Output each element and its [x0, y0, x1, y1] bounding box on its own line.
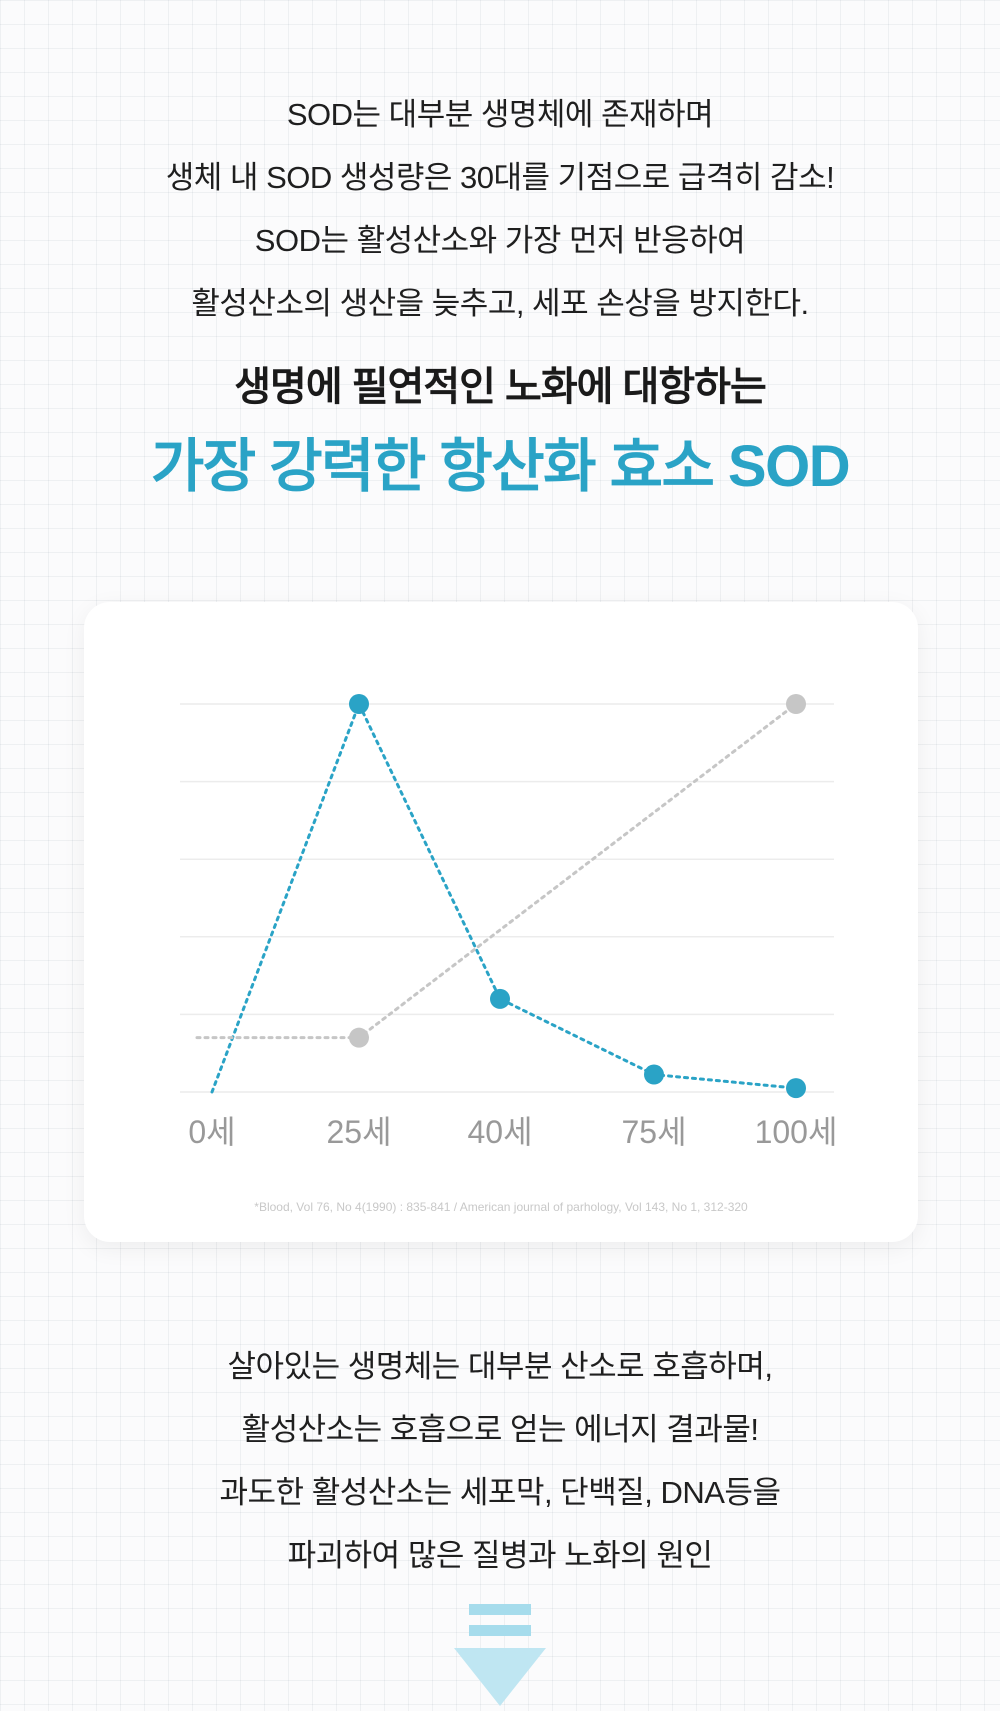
series-line — [195, 702, 798, 1040]
intro-line: SOD는 대부분 생명체에 존재하며 — [286, 97, 714, 132]
outro-line: 살아있는 생명체는 대부분 산소로 호흡하며, — [227, 1349, 773, 1384]
intro-text: SOD는 대부분 생명체에 존재하며 생체 내 SOD 생성량은 30대를 기점… — [0, 88, 1000, 340]
arrow-bar — [469, 1625, 531, 1636]
outro-line: 파괴하여 많은 질병과 노화의 원인 — [287, 1538, 713, 1573]
x-tick-label: 100세 — [755, 1114, 838, 1150]
intro-line: SOD는 활성산소와 가장 먼저 반응하여 — [254, 223, 746, 258]
headline-subtitle: 생명에 필연적인 노화에 대항하는 — [234, 365, 767, 409]
x-tick-label: 0세 — [188, 1114, 235, 1150]
chart-card: 0세 25세 40세 75세 100세 *Blood, Vol 76, No 4(199… — [84, 602, 918, 1242]
x-tick-label: 40세 — [467, 1114, 532, 1150]
data-point — [490, 988, 510, 1009]
outro-line: 활성산소는 호흡으로 얻는 에너지 결과물! — [241, 1412, 759, 1447]
down-arrow-icon — [454, 1604, 546, 1706]
headline: 생명에 필연적인 노화에 대항하는 가장 강력한 항산화 효소 SOD — [0, 362, 1000, 500]
x-tick-label: 25세 — [326, 1114, 391, 1150]
data-point — [349, 1027, 369, 1048]
chart-source: *Blood, Vol 76, No 4(1990) : 835-841 / A… — [254, 1200, 748, 1214]
data-point — [349, 694, 369, 714]
data-point — [644, 1064, 664, 1085]
outro-line: 과도한 활성산소는 세포막, 단백질, DNA등을 — [219, 1475, 781, 1510]
arrow-triangle — [454, 1648, 546, 1706]
outro-text: 살아있는 생명체는 대부분 산소로 호흡하며, 활성산소는 호흡으로 얻는 에너… — [0, 1340, 1000, 1592]
data-point — [786, 694, 806, 714]
intro-line: 생체 내 SOD 생성량은 30대를 기점으로 급격히 감소! — [165, 160, 835, 195]
series-line — [210, 700, 798, 1094]
data-point — [786, 1078, 806, 1099]
x-tick-label: 75세 — [621, 1114, 686, 1150]
intro-line: 활성산소의 생산을 늦추고, 세포 손상을 방지한다. — [191, 286, 809, 321]
arrow-bar — [469, 1604, 531, 1615]
headline-title: 가장 강력한 항산화 효소 SOD — [150, 434, 851, 499]
sod-chart: 0세 25세 40세 75세 100세 — [180, 694, 838, 1150]
